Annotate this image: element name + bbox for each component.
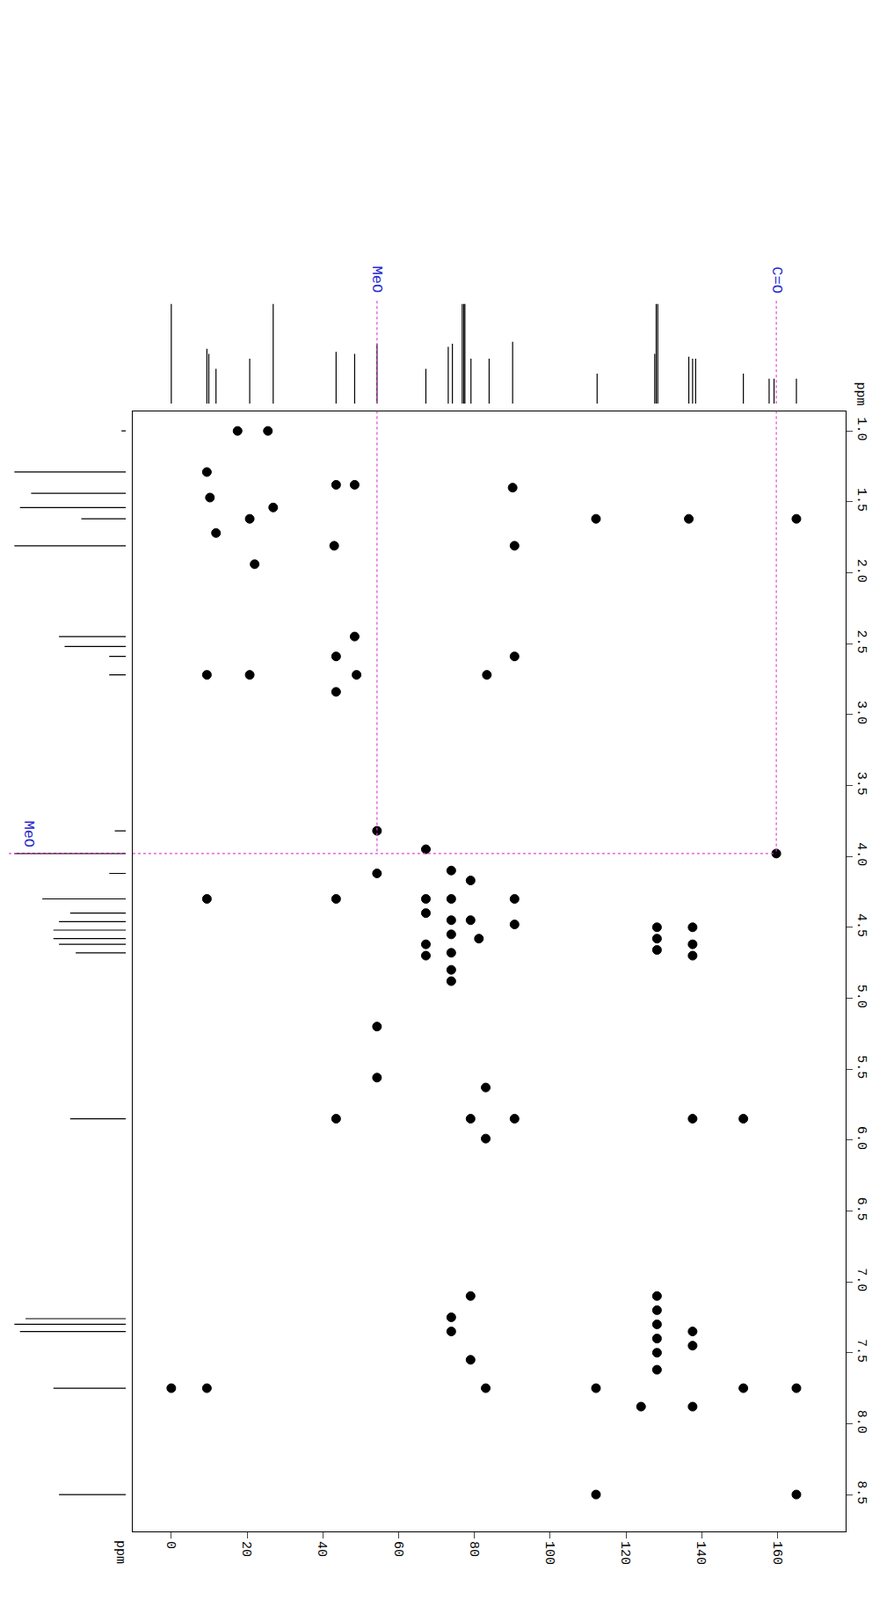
svg-text:ppm: ppm	[112, 1540, 128, 1564]
svg-text:5.5: 5.5	[853, 1054, 869, 1079]
svg-text:MeO: MeO	[20, 820, 37, 848]
svg-text:1.5: 1.5	[853, 487, 869, 512]
svg-text:3.0: 3.0	[853, 700, 869, 725]
svg-text:6.0: 6.0	[853, 1126, 869, 1150]
svg-text:8.5: 8.5	[853, 1480, 869, 1505]
svg-text:4.0: 4.0	[853, 842, 869, 866]
svg-text:120: 120	[617, 1540, 633, 1565]
svg-text:1.0: 1.0	[853, 416, 869, 441]
svg-text:2.0: 2.0	[853, 559, 869, 583]
svg-text:2.5: 2.5	[853, 629, 869, 654]
svg-text:ppm: ppm	[852, 382, 868, 407]
svg-text:C=O: C=O	[768, 266, 785, 294]
svg-text:8.0: 8.0	[853, 1410, 869, 1434]
svg-text:7.5: 7.5	[853, 1338, 869, 1363]
svg-text:7.0: 7.0	[853, 1267, 869, 1292]
svg-text:3.5: 3.5	[853, 771, 869, 796]
svg-text:6.5: 6.5	[853, 1197, 869, 1222]
svg-text:4.5: 4.5	[853, 913, 869, 938]
svg-text:140: 140	[692, 1540, 708, 1565]
svg-text:20: 20	[238, 1540, 254, 1557]
svg-text:60: 60	[390, 1540, 406, 1557]
svg-text:5.0: 5.0	[853, 984, 869, 1009]
svg-text:160: 160	[769, 1540, 785, 1565]
svg-text:40: 40	[313, 1540, 329, 1557]
svg-text:100: 100	[541, 1540, 557, 1565]
svg-text:MeO: MeO	[368, 266, 386, 294]
svg-text:0: 0	[162, 1540, 178, 1549]
svg-text:80: 80	[465, 1540, 481, 1557]
